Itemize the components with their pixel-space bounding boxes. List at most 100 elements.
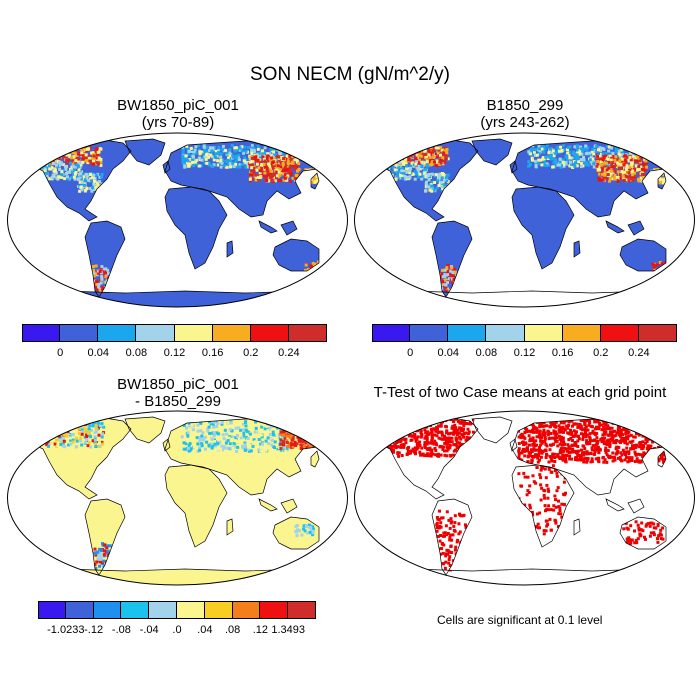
map-border xyxy=(353,410,696,586)
land-borneo xyxy=(281,499,297,513)
colorbar-difference: -1.0233 -.12 -.08 -.04 .0 .04 .08 .12 1.3493 xyxy=(38,601,316,636)
colorbar-swatch xyxy=(486,324,525,342)
colorbar-tick-label: .08 xyxy=(224,624,241,636)
land-borneo xyxy=(281,221,297,235)
colorbar-tick-label: 0 xyxy=(407,347,414,359)
colorbar-tick-label: 1.3493 xyxy=(271,624,306,636)
colorbar-swatch xyxy=(260,601,289,619)
colorbar-swatch xyxy=(98,324,137,342)
land-southAmerica xyxy=(432,221,472,297)
colorbar-swatch xyxy=(93,601,122,619)
colorbar-swatch xyxy=(136,324,175,342)
panel-1-title-line1: BW1850_piC_001 xyxy=(117,97,239,114)
panel-3-title-line1: BW1850_piC_001 xyxy=(117,376,239,393)
land-antarctica xyxy=(25,291,335,308)
land-greenland xyxy=(125,417,165,443)
colorbar-swatch xyxy=(149,601,177,619)
land-madagascar xyxy=(574,519,580,535)
land-madagascar xyxy=(227,519,233,535)
panel-title-2: B1850_299 (yrs 243-262) xyxy=(365,97,685,131)
panel-1-title-line2: (yrs 70-89) xyxy=(141,114,215,131)
land-borneo xyxy=(628,499,644,513)
land-sumatra xyxy=(606,221,624,233)
colorbar-tick-label: .12 xyxy=(252,624,269,636)
map-border xyxy=(6,132,349,308)
panel-2-title-line1: B1850_299 xyxy=(486,97,564,114)
land-antarctica xyxy=(372,569,682,586)
colorbar-tick-label: 0.2 xyxy=(593,347,609,359)
land-southAmerica xyxy=(85,499,125,575)
colorbar-tick-label: 0.12 xyxy=(163,347,186,359)
panel-title-3: BW1850_piC_001 - B1850_299 xyxy=(18,376,338,410)
significance-note: Cells are significant at 0.1 level xyxy=(437,613,603,627)
land-antarctica xyxy=(25,569,335,586)
colorbar-swatch xyxy=(212,324,251,342)
figure-title: SON NECM (gN/m^2/y) xyxy=(250,64,450,85)
land-madagascar xyxy=(574,241,580,257)
colorbar-swatch xyxy=(174,324,213,342)
map-panel-difference xyxy=(6,410,349,586)
colorbar-swatch xyxy=(562,324,601,342)
colorbar-swatch xyxy=(600,324,639,342)
colorbar-swatch xyxy=(250,324,289,342)
map-panel-case2 xyxy=(353,132,696,308)
colorbar-tick-label: -.12 xyxy=(84,624,104,636)
panel-4-title-line1: T-Test of two Case means at each grid po… xyxy=(373,384,667,401)
colorbar-swatch xyxy=(232,601,261,619)
colorbar-tick-label: 0.24 xyxy=(278,347,300,359)
land-sumatra xyxy=(259,499,277,511)
land-sumatra xyxy=(259,221,277,233)
land-africa xyxy=(165,187,227,269)
panel-2-title-line2: (yrs 243-262) xyxy=(480,114,570,131)
colorbar-case2: 0 0.04 0.08 0.12 0.16 0.2 0.24 xyxy=(372,324,677,359)
colorbar-swatch xyxy=(22,324,61,342)
land-madagascar xyxy=(227,241,233,257)
map-border xyxy=(6,410,349,586)
colorbar-tick-label: 0.04 xyxy=(87,347,109,359)
land-nz xyxy=(680,547,687,561)
colorbar-swatch xyxy=(448,324,487,342)
land-greenland xyxy=(472,417,512,443)
land-australia xyxy=(620,239,666,271)
colorbar-swatch xyxy=(60,324,99,342)
land-nz xyxy=(333,547,340,561)
colorbar-tick-label: 0.12 xyxy=(513,347,536,359)
colorbar-tick-label: 0.08 xyxy=(475,347,498,359)
colorbar-swatch xyxy=(372,324,411,342)
land-nz xyxy=(333,269,340,283)
colorbar-tick-label: 0.24 xyxy=(628,347,650,359)
colorbar-swatch xyxy=(177,601,205,619)
land-southAmerica xyxy=(85,221,125,297)
colorbar-tick-label: .0 xyxy=(172,624,182,636)
land-borneo xyxy=(628,221,644,235)
colorbar-swatch xyxy=(524,324,563,342)
colorbar-swatch xyxy=(38,601,66,619)
land-nz xyxy=(680,269,687,283)
colorbar-tick-label: .04 xyxy=(197,624,213,636)
land-africa xyxy=(512,187,574,269)
colorbar-case1: 0 0.04 0.08 0.12 0.16 0.2 0.24 xyxy=(22,324,327,359)
map-panel-ttest xyxy=(353,410,696,586)
colorbar-tick-label: -.04 xyxy=(139,624,159,636)
colorbar-tick-label: -1.0233 xyxy=(47,624,85,636)
map-border xyxy=(353,132,696,308)
land-greenland xyxy=(472,139,512,165)
colorbar-swatch xyxy=(121,601,150,619)
colorbar-tick-label: 0.16 xyxy=(551,347,574,359)
panel-3-title-line2: - B1850_299 xyxy=(135,393,221,410)
land-africa xyxy=(165,465,227,547)
land-greenland xyxy=(125,139,165,165)
colorbar-tick-label: -.08 xyxy=(111,624,131,636)
panel-title-1: BW1850_piC_001 (yrs 70-89) xyxy=(18,97,338,131)
colorbar-swatch xyxy=(65,601,94,619)
colorbar-swatch xyxy=(410,324,449,342)
colorbar-tick-label: 0.2 xyxy=(243,347,259,359)
land-sumatra xyxy=(606,499,624,511)
panel-title-4: T-Test of two Case means at each grid po… xyxy=(345,384,695,401)
colorbar-tick-label: 0 xyxy=(57,347,64,359)
colorbar-tick-label: 0.04 xyxy=(437,347,459,359)
colorbar-tick-label: 0.16 xyxy=(201,347,224,359)
colorbar-swatch xyxy=(204,601,233,619)
map-panel-case1 xyxy=(6,132,349,308)
colorbar-tick-label: 0.08 xyxy=(125,347,148,359)
